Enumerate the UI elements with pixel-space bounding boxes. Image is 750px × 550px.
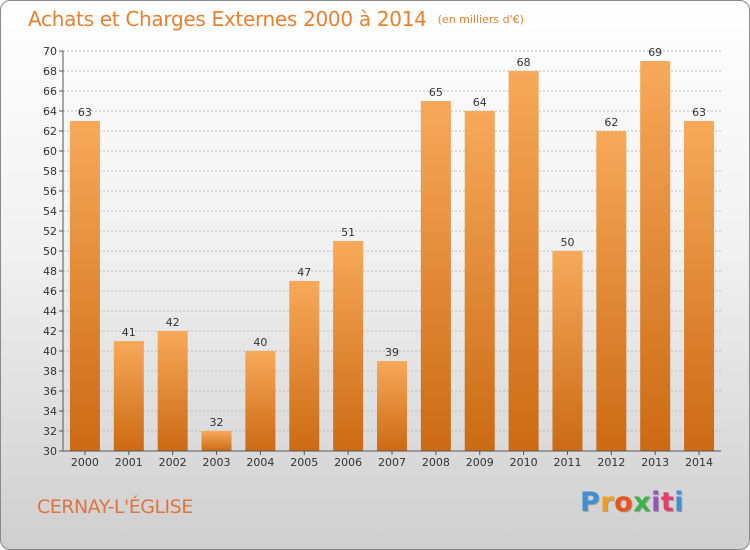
- x-tick-label: 2011: [553, 456, 581, 469]
- x-tick-label: 2007: [378, 456, 406, 469]
- y-tick-label: 64: [43, 105, 57, 118]
- x-tick-label: 2002: [159, 456, 187, 469]
- data-label: 42: [166, 316, 180, 329]
- x-tick-label: 2008: [422, 456, 450, 469]
- data-label: 32: [210, 416, 224, 429]
- logo-letter: P: [580, 487, 601, 518]
- x-tick-label: 2010: [510, 456, 538, 469]
- data-labels: 63 41 42 32 40 47 51 39 65 64 68 50 62 69 63: [78, 46, 706, 429]
- y-tick-label: 60: [43, 145, 57, 158]
- x-tick-label: 2012: [597, 456, 625, 469]
- y-tick-label: 44: [43, 305, 57, 318]
- data-label: 39: [385, 346, 399, 359]
- bar: [69, 121, 100, 451]
- logo-letter: o: [614, 487, 634, 518]
- bar: [157, 331, 188, 451]
- data-label: 47: [297, 266, 311, 279]
- data-label: 50: [560, 236, 574, 249]
- data-label: 41: [122, 326, 136, 339]
- data-label: 40: [253, 336, 267, 349]
- logo-letter: x: [633, 487, 652, 518]
- data-label: 62: [604, 116, 618, 129]
- y-tick-label: 34: [43, 405, 57, 418]
- y-tick-label: 42: [43, 325, 57, 338]
- bars: [69, 61, 715, 451]
- y-tick-label: 32: [43, 425, 57, 438]
- x-tick-label: 2004: [246, 456, 274, 469]
- y-tick-label: 62: [43, 125, 57, 138]
- bar: [201, 431, 232, 451]
- x-tick-label: 2001: [115, 456, 143, 469]
- x-tick-label: 2003: [203, 456, 231, 469]
- y-tick-label: 46: [43, 285, 57, 298]
- chart-subtitle: (en milliers d'€): [437, 13, 524, 26]
- y-tick-label: 40: [43, 345, 57, 358]
- data-label: 63: [78, 106, 92, 119]
- y-tick-label: 68: [43, 65, 57, 78]
- x-tick-label: 2014: [685, 456, 713, 469]
- logo-letter: t: [660, 487, 675, 518]
- bar: [684, 121, 715, 451]
- y-tick-label: 36: [43, 385, 57, 398]
- y-tick-label: 30: [43, 445, 57, 458]
- bar: [333, 241, 364, 451]
- bar: [113, 341, 144, 451]
- y-tick-label: 66: [43, 85, 57, 98]
- y-tick-label: 48: [43, 265, 57, 278]
- bar: [289, 281, 320, 451]
- bar: [552, 251, 583, 451]
- logo-letter: i: [651, 487, 661, 518]
- y-tick-label: 52: [43, 225, 57, 238]
- y-tick-label: 70: [43, 45, 57, 58]
- x-tick-label: 2005: [290, 456, 318, 469]
- x-tick-label: 2000: [71, 456, 99, 469]
- axes: 30 32 34 36 38 40 42 44 46 48 50 52 54 56 58 60 62 64 66 68…: [43, 45, 721, 469]
- proxiti-logo: Proxiti: [580, 487, 684, 518]
- x-tick-label: 2006: [334, 456, 362, 469]
- x-tick-label: 2013: [641, 456, 669, 469]
- bar: [508, 71, 539, 451]
- bar: [596, 131, 627, 451]
- data-label: 65: [429, 86, 443, 99]
- data-label: 51: [341, 226, 355, 239]
- y-tick-label: 56: [43, 185, 57, 198]
- y-tick-label: 50: [43, 245, 57, 258]
- y-tick-label: 38: [43, 365, 57, 378]
- x-tick-label: 2009: [466, 456, 494, 469]
- data-label: 63: [692, 106, 706, 119]
- chart-title: Achats et Charges Externes 2000 à 2014: [28, 7, 427, 31]
- data-label: 68: [517, 56, 531, 69]
- data-label: 64: [473, 96, 487, 109]
- bar: [377, 361, 407, 451]
- data-label: 69: [648, 46, 662, 59]
- logo-letter: r: [600, 487, 615, 518]
- y-tick-label: 58: [43, 165, 57, 178]
- title-row: Achats et Charges Externes 2000 à 2014 (…: [28, 7, 524, 31]
- bar: [640, 61, 671, 451]
- y-tick-label: 54: [43, 205, 57, 218]
- bar: [464, 111, 495, 451]
- logo-letter: i: [674, 487, 685, 518]
- bar: [420, 101, 451, 451]
- bar: [245, 351, 276, 451]
- town-name: CERNAY-L'ÉGLISE: [37, 496, 193, 518]
